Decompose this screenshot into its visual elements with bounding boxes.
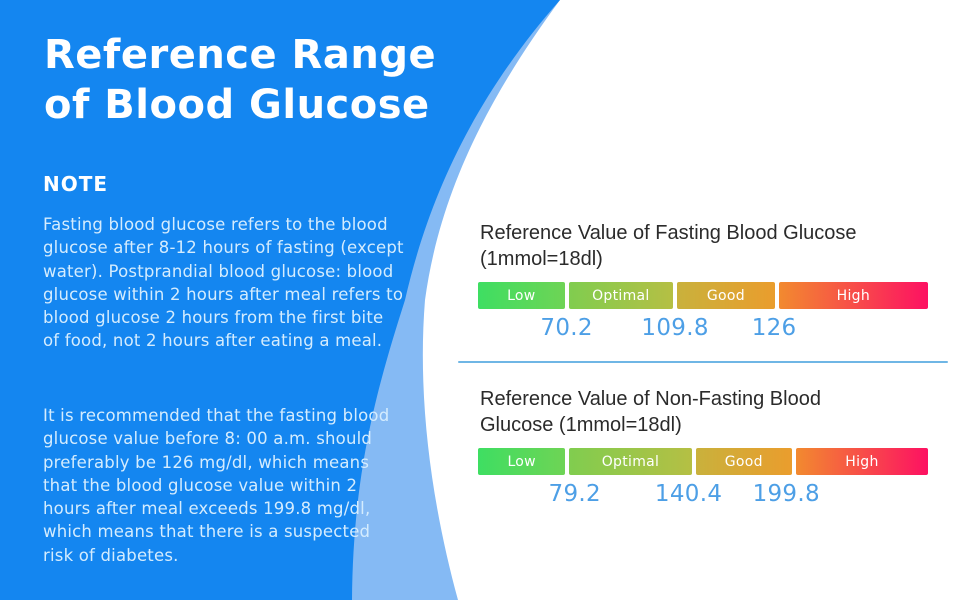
page-title-line1: Reference Range <box>44 32 437 78</box>
scale-segment-optimal: Optimal <box>569 448 692 475</box>
note-paragraph-1: Fasting blood glucose refers to the bloo… <box>43 215 404 351</box>
fasting-threshold-values: 70.2 109.8 126 <box>478 315 928 345</box>
threshold-value: 199.8 <box>752 481 820 507</box>
scale-segment-low: Low <box>478 282 565 309</box>
scale-segment-high: High <box>778 282 928 309</box>
fasting-section-title: Reference Value of Fasting Blood Glucose… <box>480 222 857 270</box>
scale-segment-good: Good <box>695 448 792 475</box>
left-panel: Reference Range of Blood Glucose NOTE Fa… <box>0 0 470 600</box>
threshold-value: 126 <box>751 315 797 341</box>
non-fasting-glucose-scale-bar: Low Optimal Good High <box>478 448 928 475</box>
non-fasting-threshold-values: 79.2 140.4 199.8 <box>478 481 928 511</box>
note-heading: NOTE <box>43 172 109 196</box>
section-divider <box>458 361 948 363</box>
fasting-glucose-scale-bar: Low Optimal Good High <box>478 282 928 309</box>
fasting-glucose-section: Reference Value of Fasting Blood Glucose… <box>478 220 930 345</box>
scale-segment-optimal: Optimal <box>568 282 674 309</box>
page-title: Reference Range of Blood Glucose <box>44 30 484 130</box>
non-fasting-section-title: Reference Value of Non-Fasting Blood Glu… <box>480 388 821 436</box>
threshold-value: 70.2 <box>540 315 593 341</box>
threshold-value: 109.8 <box>641 315 709 341</box>
scale-segment-high: High <box>795 448 928 475</box>
non-fasting-glucose-section: Reference Value of Non-Fasting Blood Glu… <box>478 386 930 511</box>
threshold-value: 79.2 <box>548 481 601 507</box>
threshold-value: 140.4 <box>654 481 723 507</box>
note-paragraph-2: It is recommended that the fasting blood… <box>43 406 390 565</box>
page-title-line2: of Blood Glucose <box>44 82 430 128</box>
scale-segment-good: Good <box>677 282 775 309</box>
blue-panel-shape <box>0 0 560 600</box>
scale-segment-low: Low <box>478 448 566 475</box>
